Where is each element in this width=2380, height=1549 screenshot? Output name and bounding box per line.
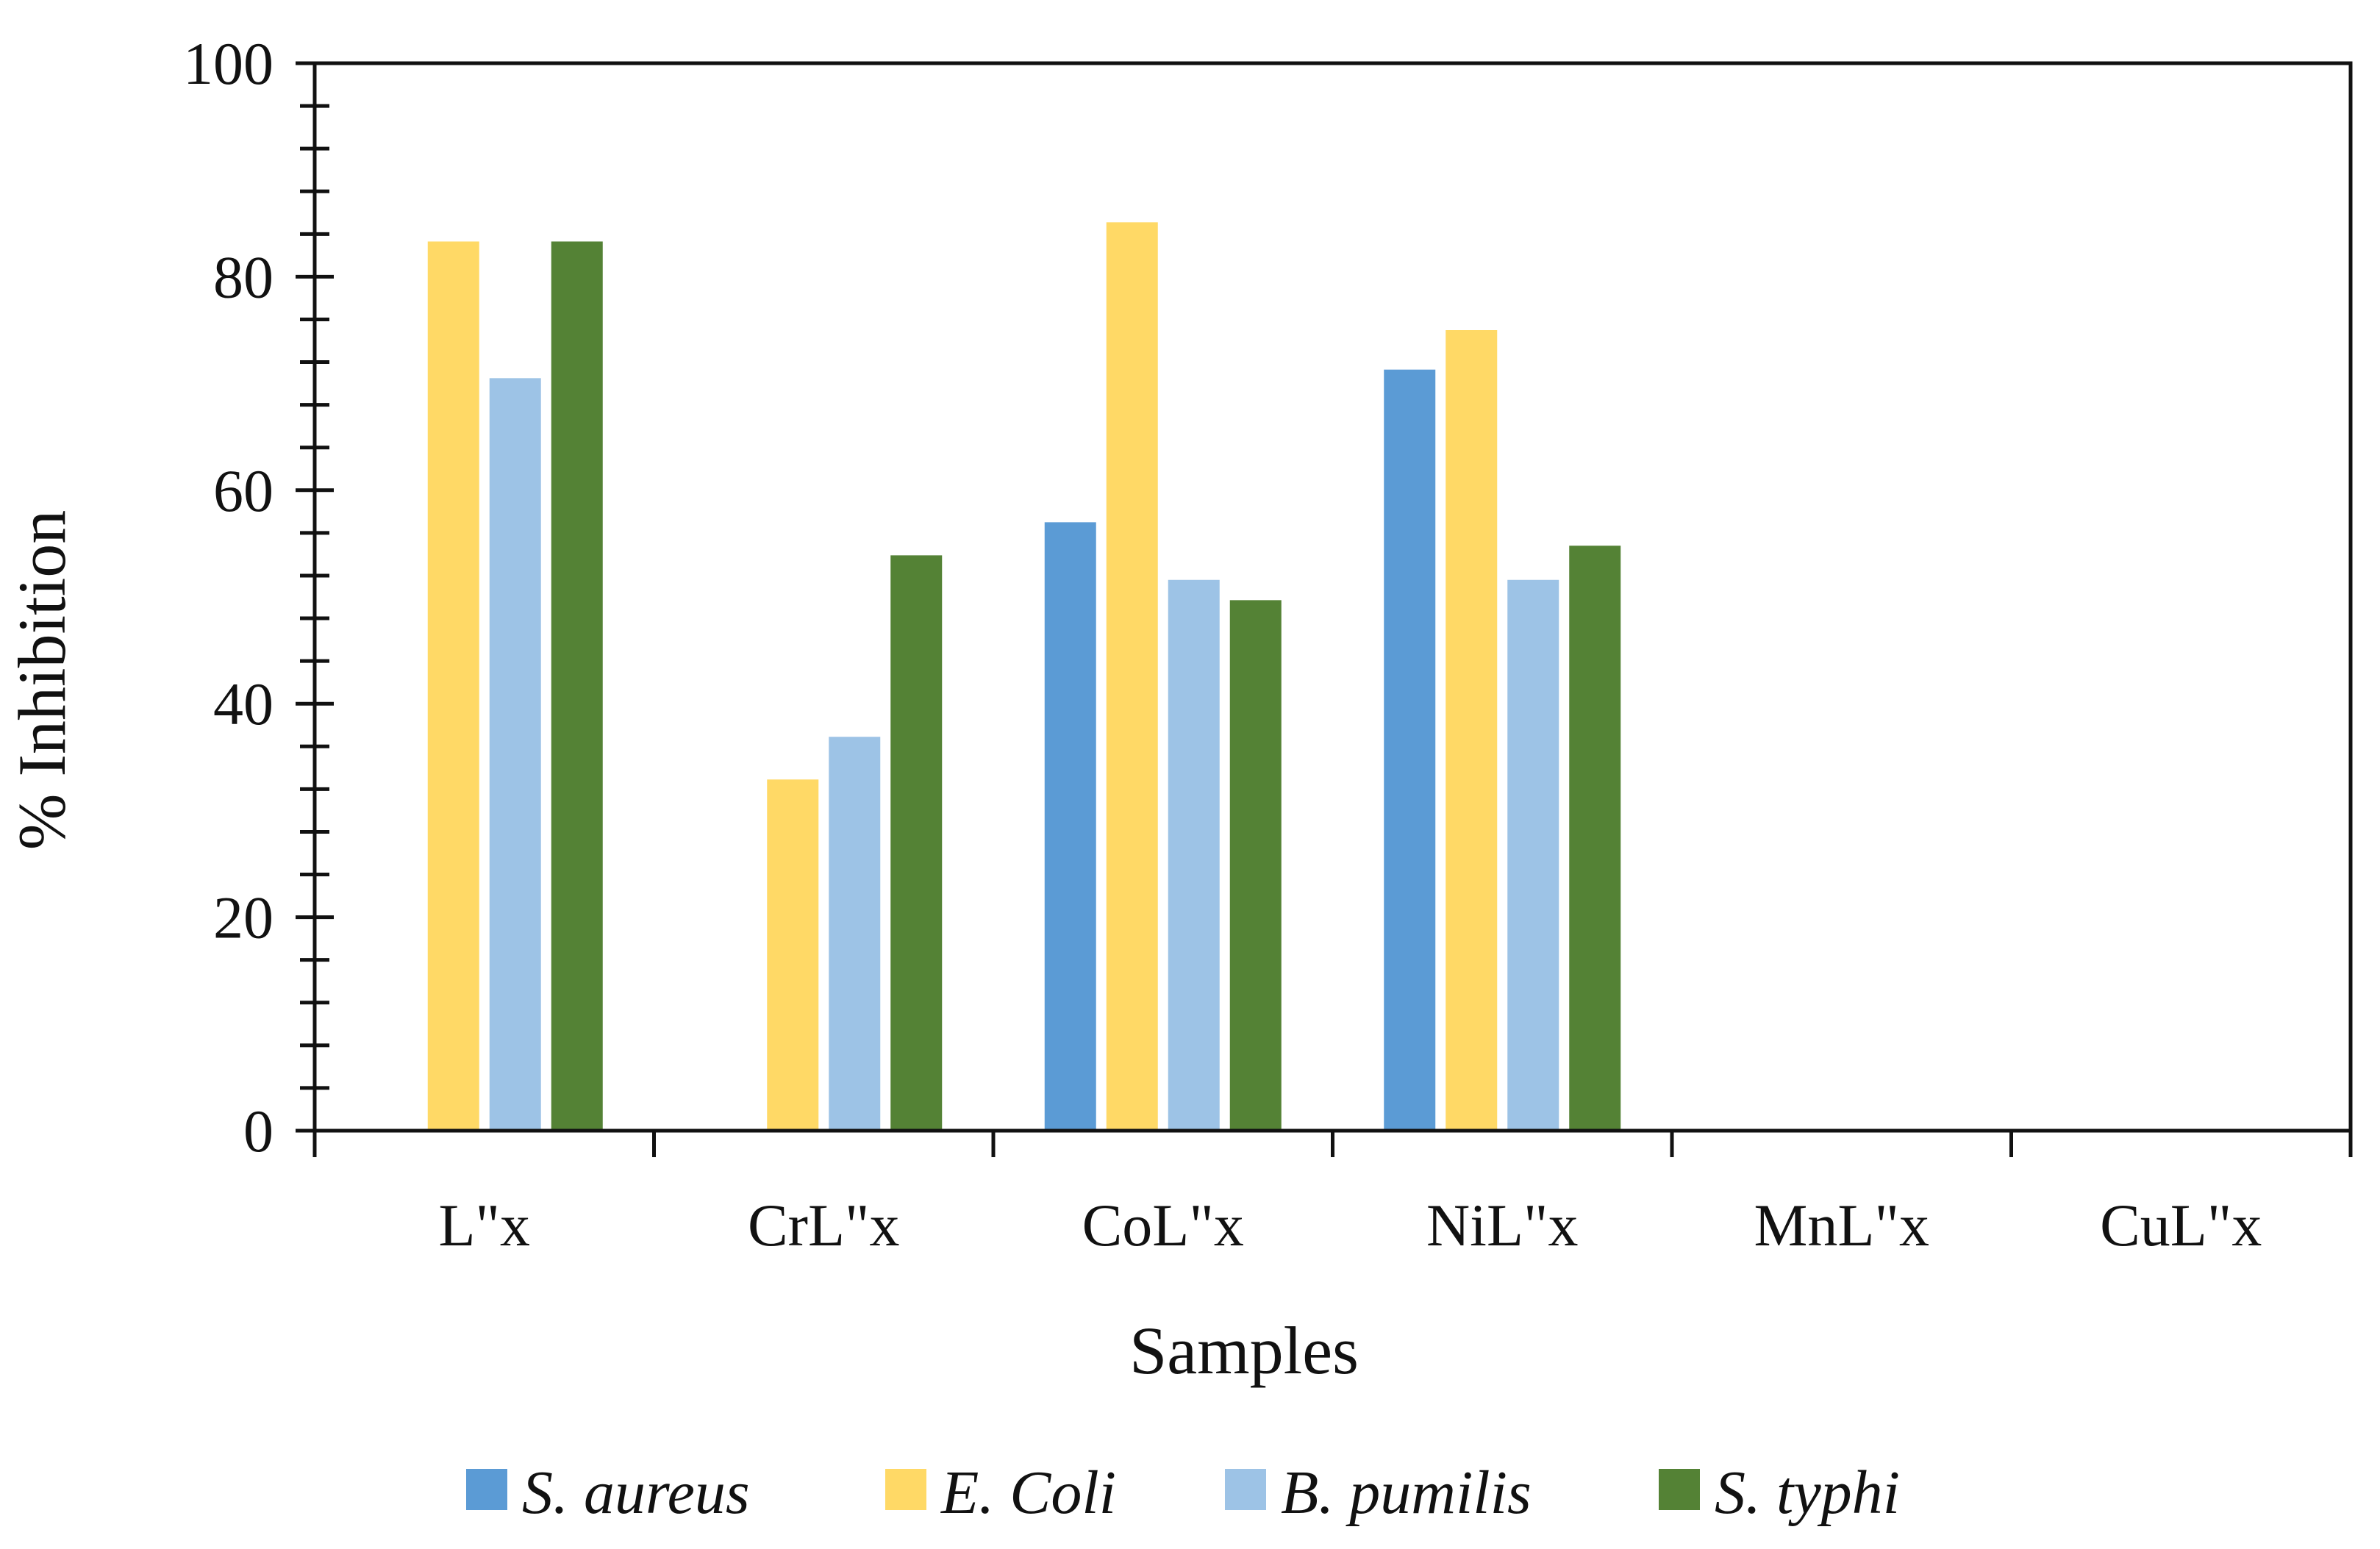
bar: [1106, 222, 1158, 1131]
x-tick-label: CoL"x: [1082, 1192, 1244, 1259]
x-axis-title: Samples: [1129, 1313, 1359, 1388]
y-tick-label: 80: [213, 243, 274, 310]
y-tick-label: 100: [183, 30, 274, 97]
y-tick-label: 40: [213, 670, 274, 737]
y-tick-label: 0: [243, 1098, 274, 1165]
x-axis-ticks: L"x CrL"x CoL"x NiL"x MnL"x CuL"x: [312, 1131, 2353, 1259]
legend: S. aureus E. Coli B. pumilis S. typhi: [466, 1459, 1900, 1527]
legend-swatch: [466, 1469, 507, 1510]
bar: [890, 555, 943, 1131]
bar: [829, 737, 881, 1131]
bars-group: [427, 222, 1621, 1131]
x-tick-label: CuL"x: [2100, 1192, 2262, 1259]
bar: [1507, 579, 1559, 1131]
y-tick-label: 60: [213, 457, 274, 524]
bar: [1168, 579, 1220, 1131]
legend-label: S. aureus: [522, 1459, 750, 1527]
y-axis-title: % Inhibition: [4, 510, 79, 851]
legend-swatch: [1659, 1469, 1700, 1510]
bar: [551, 241, 603, 1131]
plot-frame: [312, 61, 2353, 1133]
bar: [489, 378, 541, 1131]
x-tick-label: MnL"x: [1754, 1192, 1929, 1259]
legend-swatch: [885, 1469, 926, 1510]
bar: [1229, 600, 1282, 1131]
axes-group: [312, 61, 2353, 1133]
x-tick-label: L"x: [438, 1192, 530, 1259]
x-tick-label: CrL"x: [748, 1192, 900, 1259]
bar: [427, 241, 479, 1131]
legend-label: B. pumilis: [1281, 1459, 1532, 1527]
x-tick-label: NiL"x: [1426, 1192, 1579, 1259]
bar: [1044, 522, 1096, 1131]
bar: [1384, 369, 1436, 1131]
bar: [1445, 330, 1498, 1131]
bar: [1569, 545, 1621, 1131]
bar: [767, 779, 819, 1131]
y-tick-label: 20: [213, 884, 274, 951]
y-axis-ticks: 0 20 40 60 80 100: [183, 30, 334, 1165]
legend-swatch: [1225, 1469, 1266, 1510]
legend-label: E. Coli: [940, 1459, 1116, 1527]
legend-label: S. typhi: [1715, 1459, 1900, 1527]
